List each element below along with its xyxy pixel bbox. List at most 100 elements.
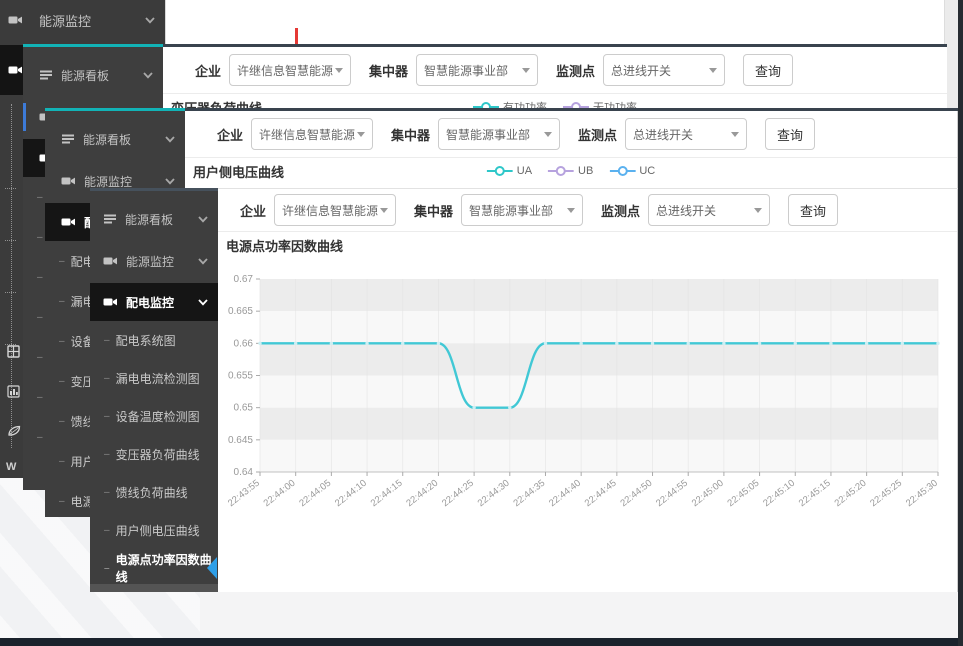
menu-item-能源看板[interactable]: 能源看板 <box>45 127 185 151</box>
svg-text:22:45:15: 22:45:15 <box>797 478 833 509</box>
legend-item-UA[interactable]: UA <box>486 165 533 177</box>
tree-branch <box>5 344 16 345</box>
sidebar-item-energy-monitoring[interactable]: 能源监控 <box>0 0 165 40</box>
concentrator-select[interactable]: 智慧能源事业部 <box>461 194 584 226</box>
tree-dash: – <box>59 495 65 507</box>
tree-dash: – <box>59 295 65 307</box>
submenu-item-配电系统图[interactable]: –配电系统图 <box>90 321 218 359</box>
monitor-point-select[interactable]: 总进线开关 <box>648 194 771 226</box>
sidebar-footer-strip <box>90 584 218 592</box>
concentrator-value: 智慧能源事业部 <box>446 127 531 142</box>
concentrator-label: 集中器 <box>369 63 409 79</box>
window-top-border <box>90 188 958 191</box>
chevron-down-icon <box>198 215 208 223</box>
camera-icon <box>61 175 76 187</box>
submenu-item-漏电电流检测图[interactable]: –漏电电流检测图 <box>90 359 218 397</box>
tree-dash: – <box>104 334 110 346</box>
tree-dash: – <box>104 486 110 498</box>
chevron-down-icon <box>709 67 718 73</box>
film-icon[interactable] <box>7 345 20 358</box>
chevron-down-icon <box>380 207 389 213</box>
enterprise-label: 企业 <box>240 203 267 219</box>
svg-text:22:45:05: 22:45:05 <box>726 478 762 509</box>
enterprise-label: 企业 <box>217 127 244 143</box>
camera-icon <box>8 64 23 76</box>
tree-dash: – <box>59 415 65 427</box>
filter-bar: 企业 许继信息智慧能源 集中器 智慧能源事业部 监测点 总进线开关 查询 <box>218 189 957 231</box>
active-accent-bar <box>23 103 26 131</box>
camera-icon <box>61 216 76 228</box>
tree-dash: – <box>104 524 110 536</box>
tree-dash: – <box>37 431 43 443</box>
legend-item-UC[interactable]: UC <box>609 165 655 177</box>
menu-item-label: 能源看板 <box>125 212 174 227</box>
menu-item-能源监控[interactable]: 能源监控 <box>45 169 185 193</box>
chevron-down-icon <box>754 207 763 213</box>
query-button[interactable]: 查询 <box>743 54 794 86</box>
chevron-down-icon <box>145 16 155 24</box>
chevron-down-icon <box>357 131 366 137</box>
enterprise-select[interactable]: 许继信息智慧能源 <box>274 194 397 226</box>
svg-text:0.645: 0.645 <box>228 435 253 446</box>
filter-bar: 企业 许继信息智慧能源 集中器 智慧能源事业部 监测点 总进线开关 查询 <box>163 47 947 93</box>
enterprise-select[interactable]: 许继信息智慧能源 <box>229 54 352 86</box>
enterprise-value: 许继信息智慧能源 <box>282 203 379 218</box>
submenu-item-变压器负荷曲线[interactable]: –变压器负荷曲线 <box>90 435 218 473</box>
menu-item-label: 能源监控 <box>84 174 133 189</box>
submenu-item-label: 馈线负荷曲线 <box>115 485 188 500</box>
submenu-item-用户侧电压曲线[interactable]: –用户侧电压曲线 <box>90 511 218 549</box>
legend-marker-icon <box>486 166 513 176</box>
concentrator-label: 集中器 <box>414 203 454 219</box>
enterprise-value: 许继信息智慧能源 <box>259 127 356 142</box>
enterprise-select[interactable]: 许继信息智慧能源 <box>251 118 374 150</box>
submenu-item-label: 用户侧电压曲线 <box>115 523 200 538</box>
tree-dash: – <box>59 335 65 347</box>
camera-icon <box>8 14 23 26</box>
svg-text:22:44:45: 22:44:45 <box>583 478 619 509</box>
bar-chart-icon[interactable] <box>7 385 20 398</box>
menu-item-label: 配电监控 <box>126 295 175 310</box>
active-item-arrow-icon <box>207 557 217 579</box>
svg-text:22:44:40: 22:44:40 <box>547 478 583 509</box>
svg-text:0.64: 0.64 <box>234 467 254 478</box>
menu-item-能源监控[interactable]: 能源监控 <box>90 249 218 273</box>
leaf-icon[interactable] <box>7 425 21 437</box>
chevron-down-icon <box>198 298 208 306</box>
w-icon: W <box>6 460 19 471</box>
svg-text:22:44:10: 22:44:10 <box>333 478 369 509</box>
submenu-item-馈线负荷曲线[interactable]: –馈线负荷曲线 <box>90 473 218 511</box>
legend-label: UA <box>516 165 533 177</box>
monitor-point-select[interactable]: 总进线开关 <box>625 118 748 150</box>
camera-icon <box>103 255 118 267</box>
svg-text:22:44:30: 22:44:30 <box>476 478 512 509</box>
tree-dash: – <box>37 391 43 403</box>
legend-marker-icon <box>548 166 575 176</box>
tree-dash: – <box>104 410 110 422</box>
menu-item-配电监控[interactable]: 配电监控 <box>90 283 218 321</box>
menu-item-能源看板[interactable]: 能源看板 <box>23 63 163 87</box>
concentrator-value: 智慧能源事业部 <box>424 63 509 78</box>
svg-text:22:44:50: 22:44:50 <box>618 478 654 509</box>
tree-dash: – <box>37 311 43 323</box>
concentrator-select[interactable]: 智慧能源事业部 <box>416 54 539 86</box>
submenu-item-电源点功率因数曲线[interactable]: –电源点功率因数曲线 <box>90 549 218 587</box>
chart-header-row: 电源点功率因数曲线 <box>218 231 957 258</box>
chevron-down-icon <box>567 207 576 213</box>
submenu-item-设备温度检测图[interactable]: –设备温度检测图 <box>90 397 218 435</box>
chevron-down-icon <box>165 135 175 143</box>
query-button[interactable]: 查询 <box>765 118 816 150</box>
monitor-point-select[interactable]: 总进线开关 <box>603 54 726 86</box>
chevron-down-icon <box>165 177 175 185</box>
svg-text:22:45:10: 22:45:10 <box>761 478 797 509</box>
menu-item-能源看板[interactable]: 能源看板 <box>90 207 218 231</box>
tree-branch <box>5 292 16 293</box>
chevron-down-icon <box>544 131 553 137</box>
concentrator-select[interactable]: 智慧能源事业部 <box>438 118 561 150</box>
tree-branch <box>5 240 16 241</box>
svg-text:22:45:20: 22:45:20 <box>833 478 869 509</box>
monitor-point-value: 总进线开关 <box>611 63 672 78</box>
legend-item-UB[interactable]: UB <box>548 165 593 177</box>
svg-text:0.66: 0.66 <box>234 338 254 349</box>
query-button[interactable]: 查询 <box>788 194 839 226</box>
